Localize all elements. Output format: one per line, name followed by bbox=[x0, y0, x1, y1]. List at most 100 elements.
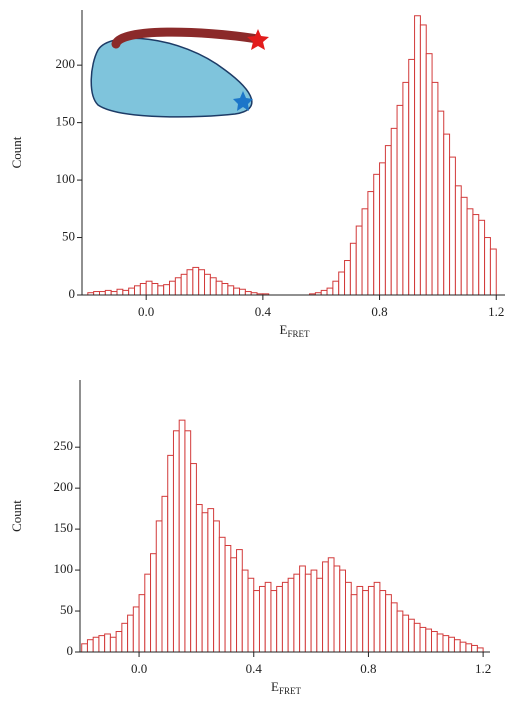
bar bbox=[138, 594, 146, 653]
bar bbox=[127, 614, 134, 653]
blue-star bbox=[233, 91, 253, 111]
x-tick-label: 1.2 bbox=[488, 304, 504, 319]
bar bbox=[150, 553, 157, 653]
x-tick-label: 0.8 bbox=[360, 661, 376, 676]
bar bbox=[155, 520, 163, 653]
x-tick-label: 1.2 bbox=[475, 661, 491, 676]
bar bbox=[207, 508, 215, 653]
bar bbox=[396, 104, 404, 296]
bar bbox=[247, 577, 255, 653]
bar bbox=[128, 287, 136, 296]
bar bbox=[322, 561, 329, 653]
bar bbox=[379, 162, 386, 296]
bar bbox=[201, 512, 209, 653]
x-axis-label-main: E bbox=[271, 679, 279, 694]
bar bbox=[139, 283, 147, 296]
bar bbox=[270, 590, 278, 653]
bar bbox=[99, 291, 106, 296]
bar bbox=[413, 622, 421, 653]
chart: 0 50 100 150 200 0.0 0.4 0.8 1.2 Count EFRET bbox=[9, 10, 505, 339]
bar bbox=[361, 208, 369, 296]
bar bbox=[476, 647, 484, 653]
bar bbox=[350, 594, 358, 653]
x-axis-label: EFRET bbox=[271, 679, 301, 696]
x-tick-label: 0.0 bbox=[138, 304, 154, 319]
x-tick-label: 0.4 bbox=[255, 304, 272, 319]
bar bbox=[230, 557, 238, 653]
x-tick-label: 0.8 bbox=[371, 304, 387, 319]
bar bbox=[221, 283, 229, 296]
bar bbox=[459, 641, 467, 653]
x-tick-label: 0.0 bbox=[131, 661, 147, 676]
x-axis-label-subscript: FRET bbox=[287, 329, 310, 339]
y-tick-label: 0 bbox=[69, 286, 76, 301]
inset-icon bbox=[90, 27, 269, 118]
bar bbox=[253, 590, 260, 653]
y-tick-label: 100 bbox=[56, 171, 76, 186]
bar bbox=[172, 430, 180, 653]
bar bbox=[419, 626, 427, 653]
bar bbox=[145, 280, 153, 296]
bar bbox=[437, 110, 445, 296]
bar bbox=[333, 565, 341, 653]
bar bbox=[218, 536, 226, 653]
bar bbox=[471, 644, 478, 653]
y-tick-label: 50 bbox=[62, 229, 75, 244]
bar bbox=[448, 636, 455, 653]
bar bbox=[402, 81, 410, 296]
bar bbox=[431, 81, 439, 296]
blob bbox=[90, 37, 253, 118]
bar bbox=[198, 269, 206, 296]
bar bbox=[338, 271, 346, 296]
x-axis-label-main: E bbox=[280, 322, 288, 337]
y-tick-label: 50 bbox=[60, 602, 73, 617]
y-tick-label: 0 bbox=[67, 643, 74, 658]
bar bbox=[163, 284, 171, 296]
bar bbox=[180, 273, 188, 296]
bar bbox=[385, 594, 392, 653]
y-tick-label: 200 bbox=[56, 56, 76, 71]
bar bbox=[460, 196, 468, 296]
bar bbox=[478, 219, 486, 296]
bar bbox=[419, 24, 427, 296]
bar bbox=[233, 287, 241, 296]
bar bbox=[349, 242, 357, 296]
bar bbox=[104, 289, 112, 296]
x-axis-label-subscript: FRET bbox=[279, 686, 302, 696]
bar bbox=[215, 280, 223, 296]
bar bbox=[299, 565, 306, 653]
x-tick-label: 0.4 bbox=[246, 661, 263, 676]
red-star bbox=[247, 29, 269, 50]
bar bbox=[390, 127, 398, 296]
bar bbox=[332, 280, 340, 296]
bar bbox=[110, 291, 118, 296]
bar bbox=[408, 58, 416, 296]
y-tick-label: 150 bbox=[54, 520, 74, 535]
bar bbox=[373, 173, 381, 296]
bar bbox=[293, 573, 301, 653]
bar bbox=[174, 277, 182, 296]
bar bbox=[442, 635, 450, 653]
bar bbox=[281, 581, 289, 653]
bar bbox=[344, 260, 351, 296]
bar bbox=[93, 291, 101, 296]
bar bbox=[244, 291, 252, 296]
bar bbox=[144, 573, 152, 653]
bar bbox=[161, 495, 169, 653]
y-tick-label: 200 bbox=[54, 479, 74, 494]
bar bbox=[92, 636, 100, 653]
bar bbox=[436, 633, 444, 653]
bar bbox=[213, 520, 220, 653]
bar bbox=[190, 463, 197, 653]
bar bbox=[425, 53, 433, 296]
bar bbox=[239, 288, 246, 296]
bar bbox=[209, 277, 217, 296]
bar bbox=[276, 585, 283, 653]
bar bbox=[132, 606, 140, 653]
bar bbox=[484, 237, 491, 296]
bar bbox=[454, 185, 462, 296]
bar bbox=[326, 287, 334, 296]
bar bbox=[304, 573, 312, 653]
bar bbox=[379, 590, 387, 653]
x-axis-label: EFRET bbox=[280, 322, 310, 339]
